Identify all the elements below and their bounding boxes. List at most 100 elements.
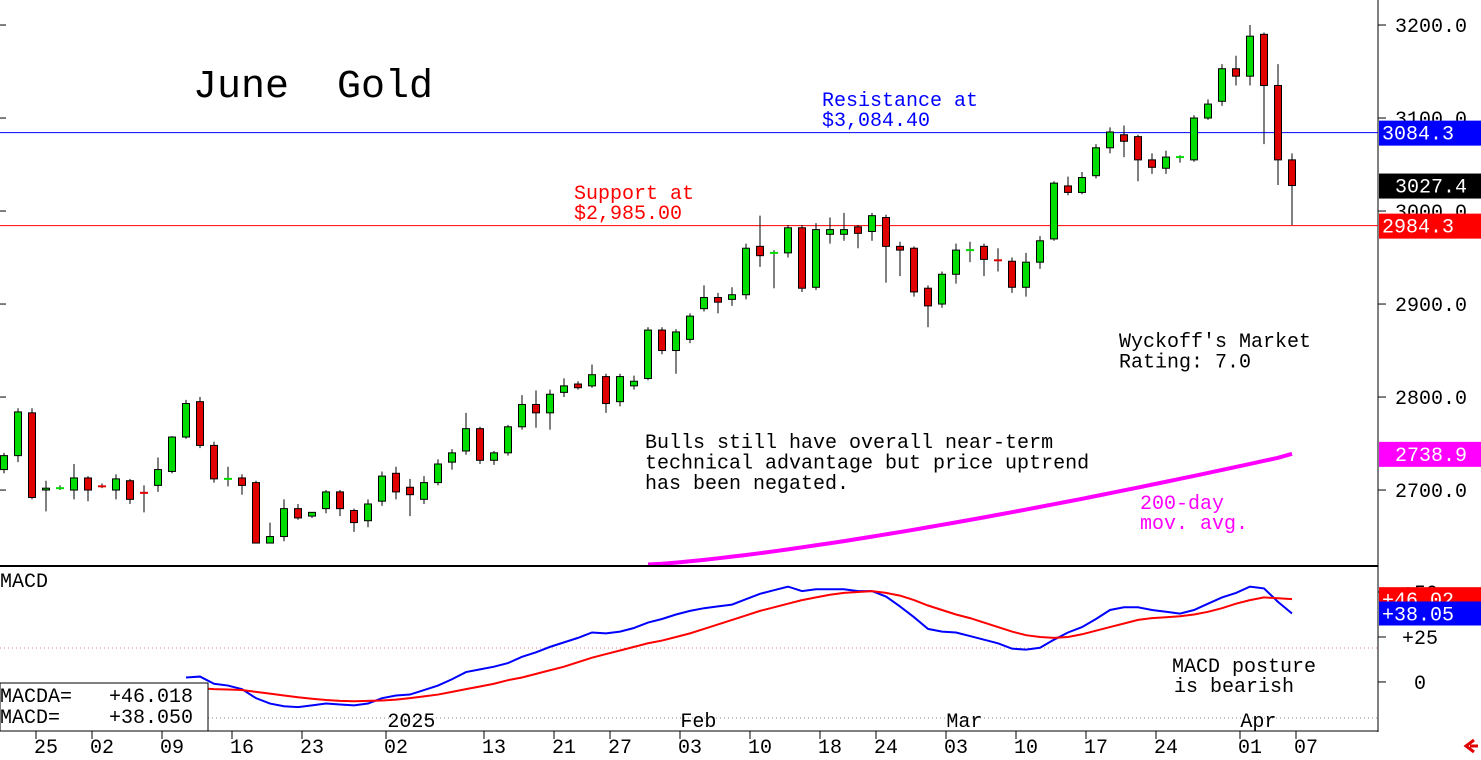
candle-body	[546, 393, 554, 414]
candle-body	[1162, 156, 1170, 169]
annotation: is bearish	[1174, 676, 1294, 699]
candle-body	[840, 229, 848, 235]
candle-body	[672, 331, 680, 352]
candle-body	[434, 463, 442, 484]
readout-name: MACDA=	[0, 686, 72, 709]
candle-body	[1064, 185, 1072, 193]
candle-body	[560, 385, 568, 393]
candle-body	[350, 509, 358, 524]
annotation: Wyckoff's Market	[1119, 331, 1311, 354]
candle-body	[1288, 159, 1296, 187]
candle-body	[518, 403, 526, 428]
candle-body	[742, 247, 750, 296]
ma-label: 200-day	[1140, 493, 1224, 516]
candle-body	[1008, 260, 1016, 288]
month-label: Apr	[1240, 711, 1276, 734]
annotation: has been negated.	[645, 473, 849, 496]
candle-body	[644, 329, 652, 379]
y-tick-label: 3200.0	[1395, 16, 1467, 39]
candle-body	[980, 245, 988, 260]
x-tick-label: 18	[818, 737, 842, 760]
candle-body	[1260, 33, 1268, 86]
candle-body	[364, 503, 372, 522]
candle-body	[210, 444, 218, 480]
x-tick-label: 03	[678, 737, 702, 760]
candle-body	[588, 374, 596, 387]
month-label: Mar	[946, 711, 982, 734]
annotation: Bulls still have overall near-term	[645, 432, 1053, 455]
candle-body	[448, 452, 456, 463]
candle-body	[602, 376, 610, 405]
panel-title: MACD	[0, 571, 48, 594]
x-tick-label: 17	[1084, 737, 1108, 760]
x-tick-label: 25	[34, 737, 58, 760]
candle-body	[84, 477, 92, 491]
readout-value: +46.018	[109, 686, 193, 709]
x-tick-label: 02	[90, 737, 114, 760]
candle-body	[1232, 68, 1240, 77]
macd-tag-label: +38.05	[1382, 605, 1454, 628]
macd-line	[185, 585, 1293, 709]
y-tick-label: 0	[1414, 673, 1426, 696]
ma-label: mov. avg.	[1140, 513, 1248, 536]
candle-body	[252, 482, 260, 544]
x-tick-label: 01	[1238, 737, 1262, 760]
x-tick-label: 02	[384, 737, 408, 760]
candle-body	[504, 426, 512, 454]
candle-body	[182, 403, 190, 438]
level-tag-label: 3084.3	[1382, 124, 1454, 147]
candle-body	[462, 428, 470, 452]
last-tag	[1379, 173, 1481, 199]
x-tick-label: 21	[552, 737, 576, 760]
level-tag-label: 2984.3	[1382, 217, 1454, 240]
candle-body	[616, 376, 624, 403]
candle-body	[1246, 35, 1254, 77]
candle-body	[854, 226, 862, 234]
readout-box	[0, 682, 209, 732]
candle-body	[336, 491, 344, 510]
y-tick-label: 2900.0	[1395, 295, 1467, 318]
candle-body	[798, 227, 806, 289]
candle-body	[266, 536, 274, 544]
candle-body	[952, 249, 960, 275]
price-panel	[0, 25, 1378, 565]
ma-tag-label: 2738.9	[1395, 445, 1467, 468]
candle-body	[826, 229, 834, 235]
candle-body	[126, 480, 134, 500]
scroll-arrow	[1463, 738, 1478, 754]
candle-body	[1204, 103, 1212, 119]
last-tag-label: 3027.4	[1395, 177, 1467, 200]
x-tick-label: 16	[230, 737, 254, 760]
macd-panel	[185, 585, 1293, 709]
candle-body	[1092, 147, 1100, 177]
moving-average	[647, 451, 1293, 565]
x-tick-label: 09	[160, 737, 184, 760]
candle-body	[378, 475, 386, 502]
candle-body	[700, 297, 708, 310]
candle-body	[1078, 177, 1086, 193]
candle-body	[1106, 131, 1114, 149]
candle-body	[1148, 159, 1156, 168]
candle-body	[728, 294, 736, 300]
candle-body	[1190, 117, 1198, 161]
candle-body	[1120, 134, 1128, 142]
candle-body	[392, 472, 400, 493]
candle-body	[420, 482, 428, 500]
candle-body	[1218, 68, 1226, 102]
candle-body	[924, 287, 932, 307]
y-tick-label: 2800.0	[1395, 388, 1467, 411]
candle-body	[294, 508, 302, 519]
x-tick-label: 24	[1154, 737, 1178, 760]
y-tick-label: 2700.0	[1395, 481, 1467, 504]
candle-body	[1274, 84, 1282, 161]
candle-body	[196, 401, 204, 446]
annotation: Rating: 7.0	[1119, 352, 1251, 375]
candle-body	[154, 469, 162, 486]
candle-body	[882, 217, 890, 247]
candle-body	[1022, 261, 1030, 288]
overlay: 2700.02800.02900.03000.03100.03200.0June…	[0, 16, 1481, 760]
candle-body	[658, 329, 666, 352]
level-annotation: Support at	[574, 183, 694, 206]
